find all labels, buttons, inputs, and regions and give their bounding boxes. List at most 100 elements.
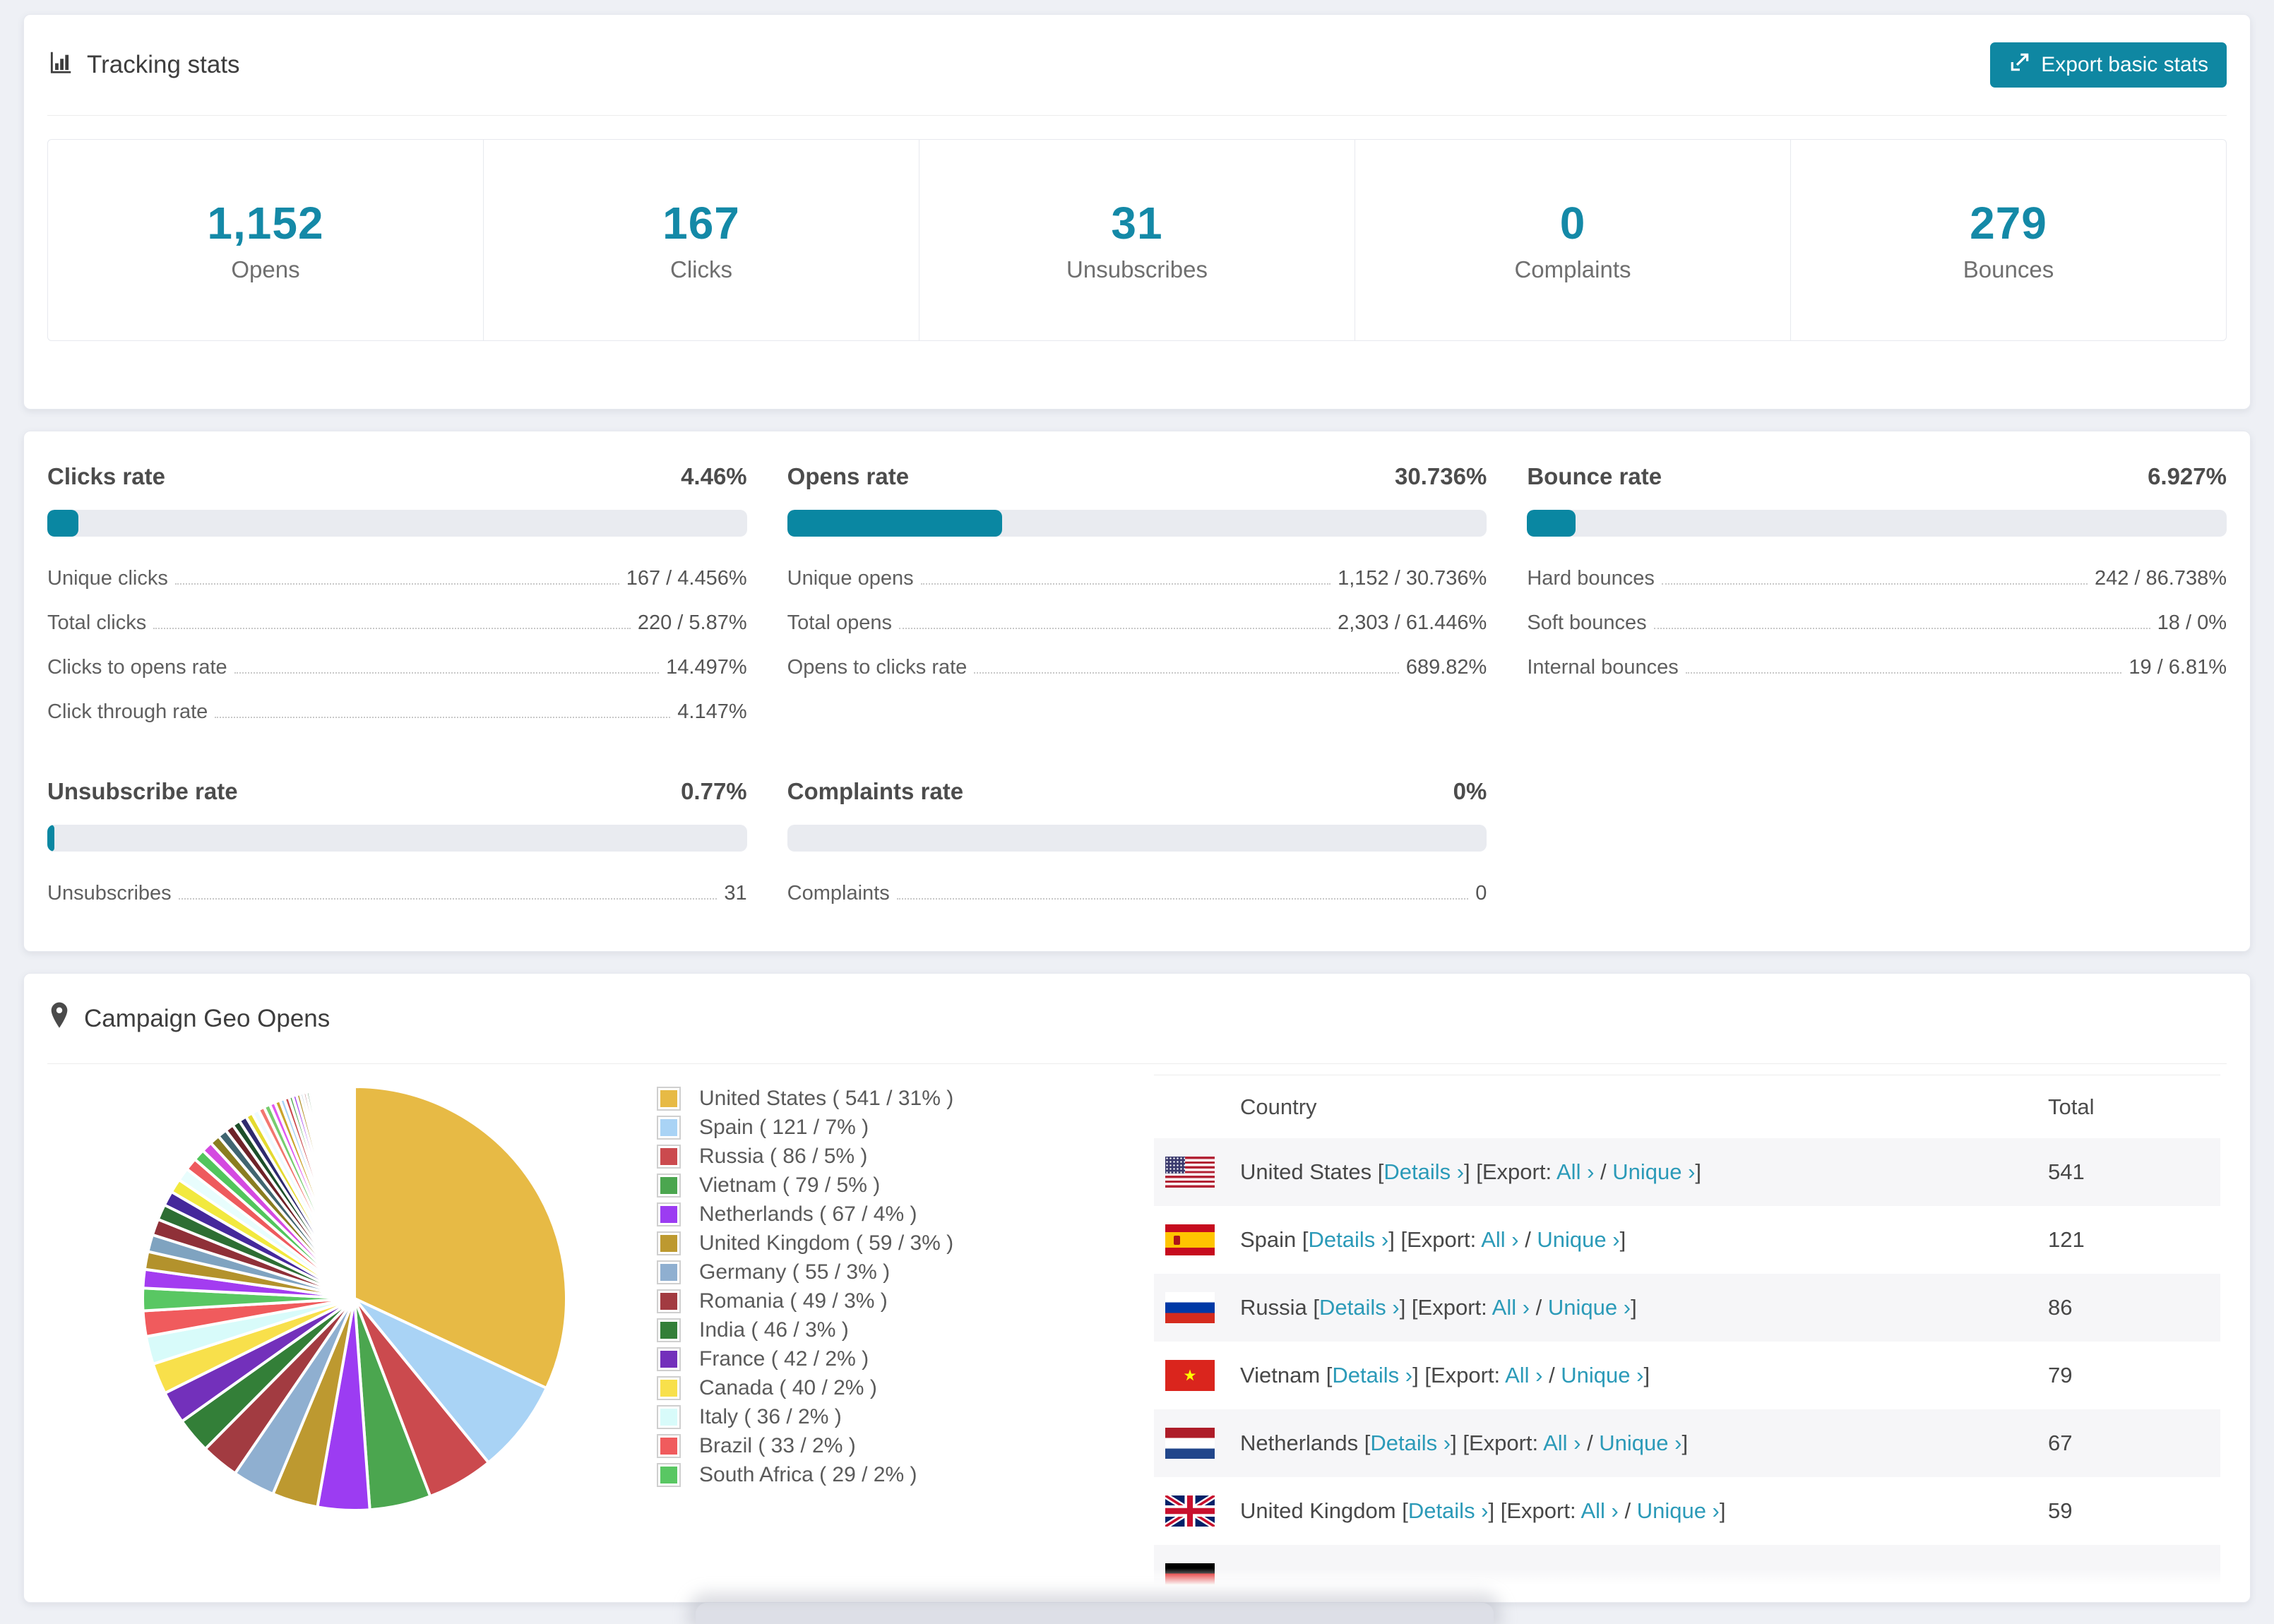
details-link[interactable]: Details ›	[1332, 1363, 1413, 1387]
link-separator: /	[1542, 1363, 1561, 1387]
details-link[interactable]: Details ›	[1308, 1227, 1389, 1252]
export-all-link[interactable]: All ›	[1543, 1431, 1581, 1455]
export-all-link[interactable]: All ›	[1505, 1363, 1543, 1387]
legend-item-united-kingdom[interactable]: United Kingdom ( 59 / 3% )	[657, 1229, 953, 1258]
stat-cell-opens: 1,152 Opens	[48, 140, 483, 340]
tracking-stats-header: Tracking stats Export basic stats	[24, 15, 2250, 115]
bottom-scrollbar[interactable]	[696, 1603, 1494, 1624]
geo-country-table: Country Total United States [Details ›] …	[1154, 1075, 2220, 1591]
rate-block-clicks-rate: Clicks rate 4.46% Unique clicks 167 / 4.456…	[47, 463, 747, 734]
export-unique-link[interactable]: Unique ›	[1561, 1363, 1644, 1387]
export-all-link[interactable]: All ›	[1492, 1295, 1530, 1320]
bracket: ]	[1619, 1227, 1626, 1252]
us-flag-canton	[1165, 1157, 1185, 1174]
link-separator: /	[1618, 1498, 1637, 1523]
bracket: [	[1377, 1159, 1384, 1184]
table-header-row: Country Total	[1154, 1075, 2220, 1138]
geo-header: Campaign Geo Opens	[24, 974, 2250, 1063]
country-name: United States	[1240, 1159, 1378, 1184]
legend-item-south-africa[interactable]: South Africa ( 29 / 2% )	[657, 1460, 953, 1489]
stat-detail-label: Hard bounces	[1527, 567, 1655, 590]
country-cell: United States [Details ›] [Export: All ›…	[1240, 1159, 2048, 1185]
es-flag-icon	[1165, 1224, 1215, 1255]
legend-swatch	[657, 1404, 681, 1429]
stat-detail-label: Unsubscribes	[47, 882, 172, 904]
export-unique-link[interactable]: Unique ›	[1537, 1227, 1620, 1252]
stat-detail-label: Soft bounces	[1527, 611, 1647, 634]
stat-detail-value: 31	[724, 882, 747, 904]
export-all-link[interactable]: All ›	[1556, 1159, 1595, 1184]
pie-slice-united-states[interactable]	[353, 1085, 568, 1390]
legend-item-vietnam[interactable]: Vietnam ( 79 / 5% )	[657, 1171, 953, 1200]
stat-detail-label: Complaints	[787, 882, 890, 904]
legend-item-brazil[interactable]: Brazil ( 33 / 2% )	[657, 1431, 953, 1460]
export-all-link[interactable]: All ›	[1581, 1498, 1619, 1523]
geo-title-text: Campaign Geo Opens	[84, 1004, 331, 1032]
vn-flag-icon	[1165, 1360, 1215, 1391]
legend-label: Netherlands ( 67 / 4% )	[699, 1202, 917, 1226]
country-name: Netherlands	[1240, 1431, 1364, 1455]
geo-title: Campaign Geo Opens	[47, 1001, 330, 1036]
legend-item-netherlands[interactable]: Netherlands ( 67 / 4% )	[657, 1200, 953, 1229]
legend-label: United States ( 541 / 31% )	[699, 1086, 954, 1110]
details-link[interactable]: Details ›	[1370, 1431, 1451, 1455]
legend-item-united-states[interactable]: United States ( 541 / 31% )	[657, 1084, 953, 1113]
stat-value: 279	[1970, 198, 2047, 249]
legend-item-france[interactable]: France ( 42 / 2% )	[657, 1344, 953, 1373]
rate-head: Unsubscribe rate 0.77%	[47, 778, 747, 805]
legend-item-italy[interactable]: Italy ( 36 / 2% )	[657, 1402, 953, 1431]
legend-swatch	[657, 1347, 681, 1371]
legend-swatch-color	[660, 1292, 677, 1310]
legend-item-canada[interactable]: Canada ( 40 / 2% )	[657, 1373, 953, 1402]
stat-detail-row: Internal bounces 19 / 6.81%	[1527, 645, 2227, 690]
legend-item-russia[interactable]: Russia ( 86 / 5% )	[657, 1142, 953, 1171]
table-row-spain: Spain [Details ›] [Export: All › / Uniqu…	[1154, 1206, 2220, 1274]
export-all-link[interactable]: All ›	[1481, 1227, 1519, 1252]
legend-item-romania[interactable]: Romania ( 49 / 3% )	[657, 1286, 953, 1315]
stat-detail-value: 0	[1475, 882, 1487, 904]
stat-detail-row: Unsubscribes 31	[47, 871, 747, 916]
stat-detail-label: Unique clicks	[47, 567, 168, 590]
legend-item-india[interactable]: India ( 46 / 3% )	[657, 1315, 953, 1344]
table-row-united-states: United States [Details ›] [Export: All ›…	[1154, 1138, 2220, 1206]
dotted-leader	[974, 672, 1399, 674]
stat-detail-row: Clicks to opens rate 14.497%	[47, 645, 747, 690]
export-basic-stats-button[interactable]: Export basic stats	[1990, 42, 2227, 88]
bracket: [	[1402, 1498, 1408, 1523]
stat-detail-value: 14.497%	[666, 656, 747, 679]
legend-item-spain[interactable]: Spain ( 121 / 7% )	[657, 1113, 953, 1142]
dotted-leader	[234, 672, 660, 674]
stat-detail-value: 220 / 5.87%	[637, 611, 747, 634]
stat-detail-value: 18 / 0%	[2157, 611, 2227, 634]
legend-swatch-color	[660, 1263, 677, 1281]
pie-slice-other[interactable]	[352, 1085, 356, 1299]
geo-body: United States ( 541 / 31% ) Spain ( 121 /…	[24, 1064, 2250, 1592]
export-unique-link[interactable]: Unique ›	[1612, 1159, 1696, 1184]
nl-flag-icon	[1165, 1428, 1215, 1459]
legend-swatch-color	[660, 1408, 677, 1426]
rates-grid: Clicks rate 4.46% Unique clicks 167 / 4.456…	[24, 431, 2250, 939]
details-link[interactable]: Details ›	[1407, 1498, 1489, 1523]
pie-slice-spain[interactable]	[353, 1297, 549, 1465]
stat-detail-row: Opens to clicks rate 689.82%	[787, 645, 1487, 690]
country-cell: Russia [Details ›] [Export: All › / Uniq…	[1240, 1295, 2048, 1320]
total-cell: 541	[2048, 1159, 2085, 1184]
legend-item-germany[interactable]: Germany ( 55 / 3% )	[657, 1258, 953, 1286]
country-cell: Netherlands [Details ›] [Export: All › /…	[1240, 1431, 2048, 1456]
stat-value: 0	[1559, 198, 1586, 249]
details-link[interactable]: Details ›	[1383, 1159, 1465, 1184]
export-unique-link[interactable]: Unique ›	[1636, 1498, 1720, 1523]
de-flag-icon	[1165, 1563, 1215, 1591]
bracket: [	[1364, 1431, 1371, 1455]
total-cell: 86	[2048, 1295, 2073, 1320]
rate-block-bounce-rate: Bounce rate 6.927% Hard bounces 242 / 86.73…	[1527, 463, 2227, 734]
export-unique-link[interactable]: Unique ›	[1547, 1295, 1631, 1320]
export-unique-link[interactable]: Unique ›	[1599, 1431, 1682, 1455]
dotted-leader	[215, 717, 671, 718]
legend-swatch	[657, 1462, 681, 1487]
progress-bar-fill	[1527, 510, 1576, 537]
details-link[interactable]: Details ›	[1319, 1295, 1400, 1320]
stat-detail-row: Unique clicks 167 / 4.456%	[47, 556, 747, 601]
progress-bar	[1527, 510, 2227, 537]
legend-label: Romania ( 49 / 3% )	[699, 1289, 888, 1313]
